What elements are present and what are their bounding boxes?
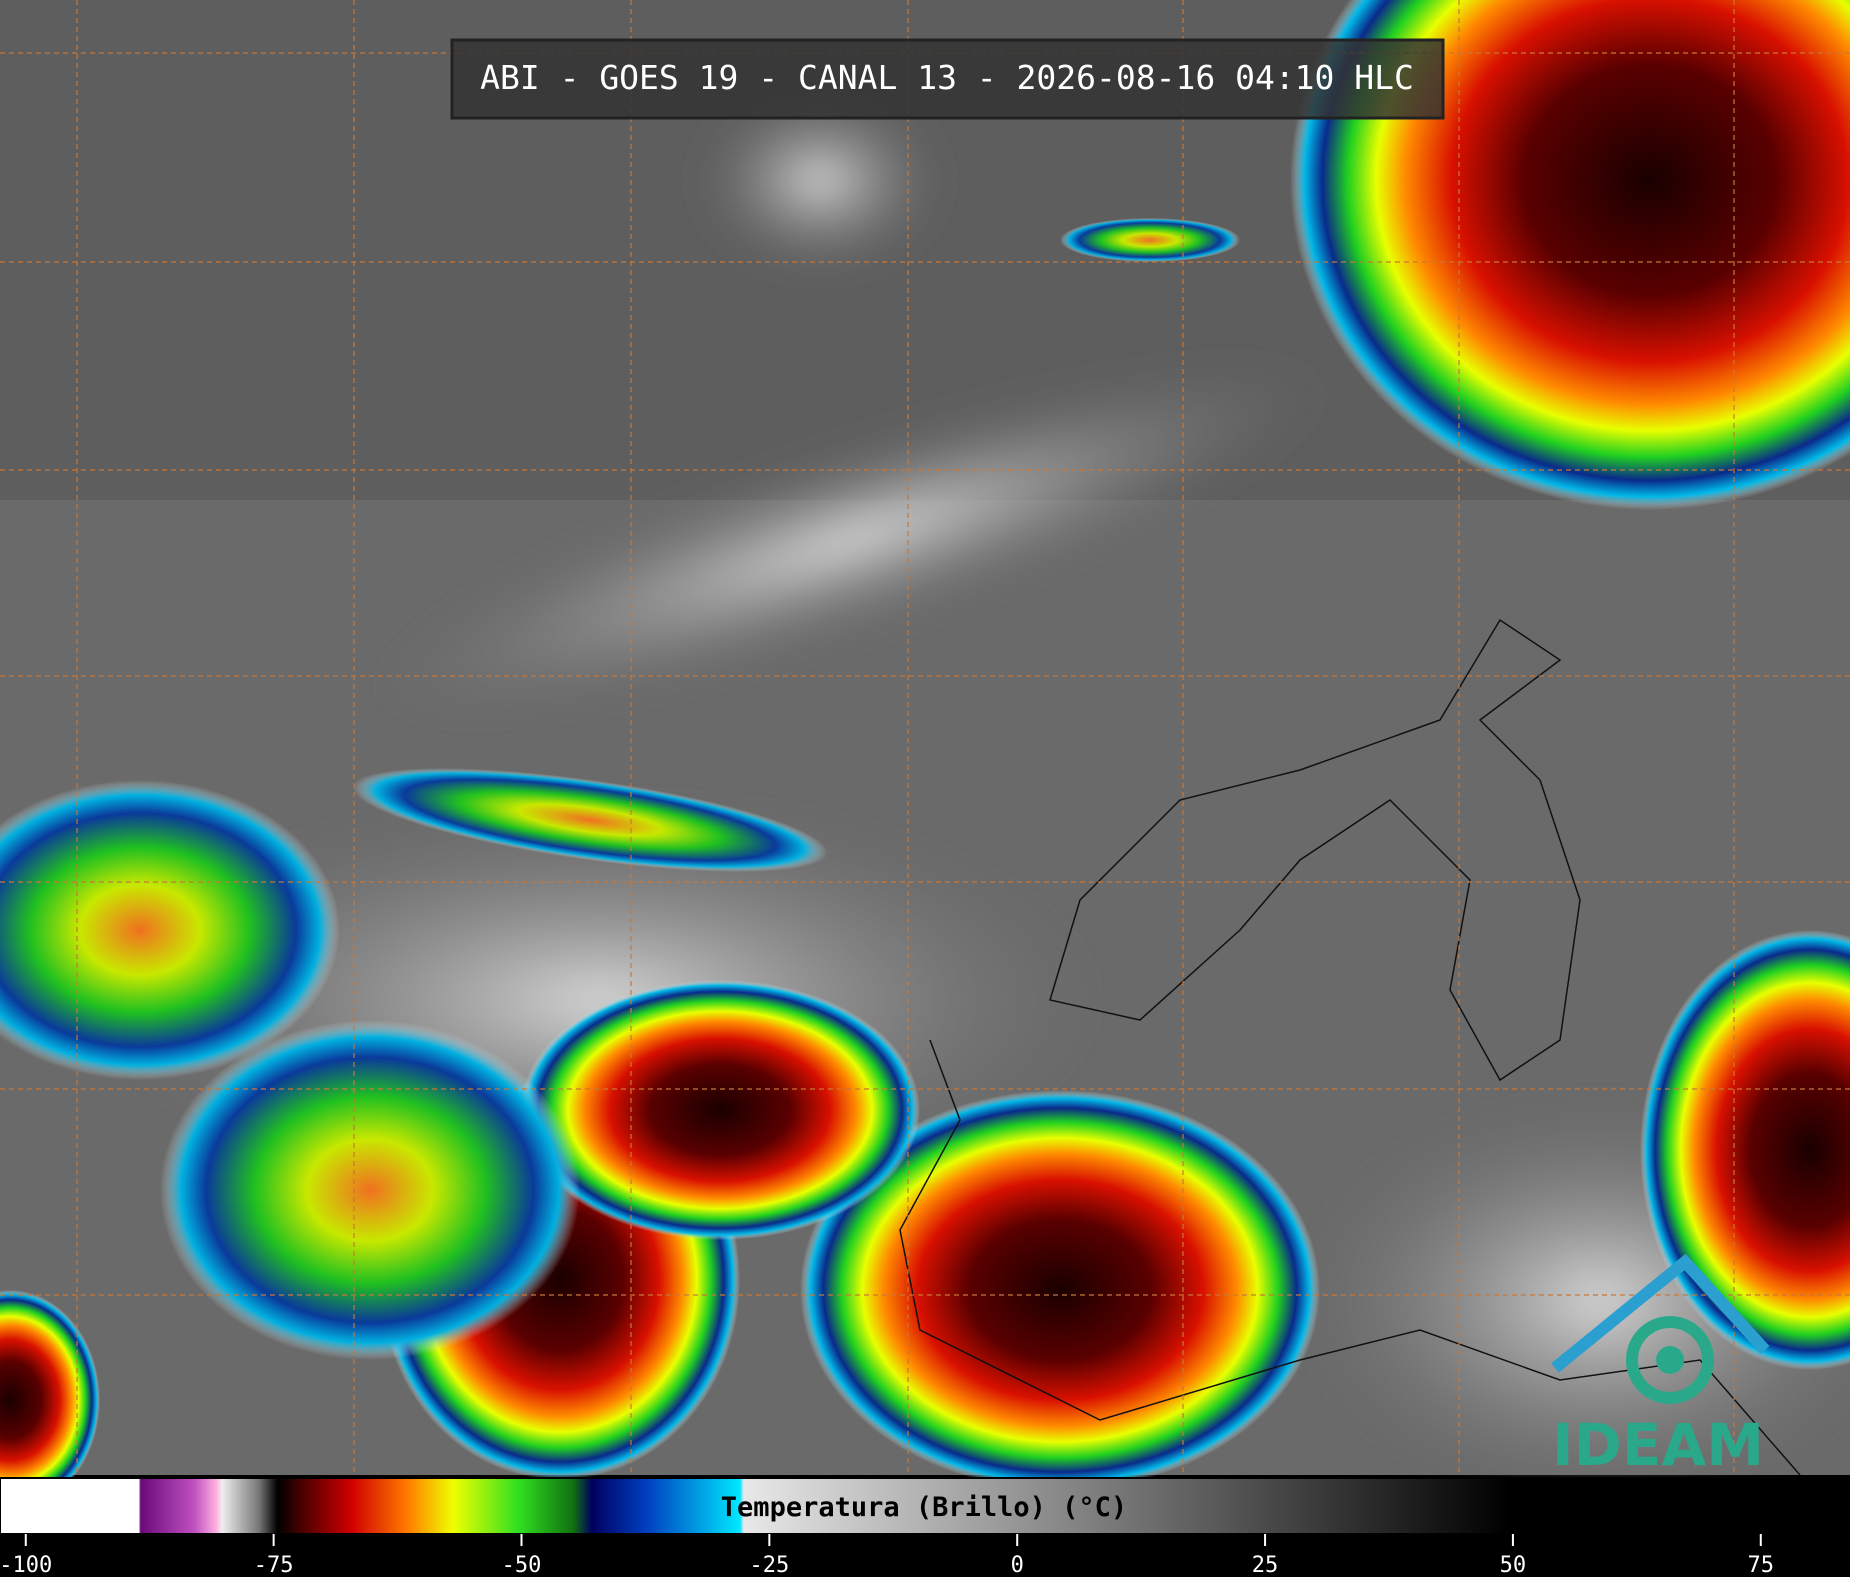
tick-label: 75 [1748,1553,1775,1577]
title: ABI - GOES 19 - CANAL 13 - 2026-08-16 04… [480,58,1414,97]
tick-label: -50 [502,1553,542,1577]
title-box [450,38,1445,120]
tick-label: -100 [0,1553,52,1577]
imagery [0,0,1850,1510]
colorbar-axis: -100 -75 -50 -25 0 25 50 75 [0,1534,1774,1577]
tick-label: -25 [749,1553,789,1577]
tick-label: 25 [1252,1553,1279,1577]
tick-label: 0 [1011,1553,1024,1577]
colorbar [0,1477,1850,1535]
colorbar-label: Temperatura (Brillo) (°C) [721,1492,1127,1523]
tick-label: -75 [254,1553,294,1577]
logo: IDEAM [1551,1253,1770,1479]
tick-label: 50 [1500,1553,1527,1577]
logo-text: IDEAM [1552,1411,1764,1479]
